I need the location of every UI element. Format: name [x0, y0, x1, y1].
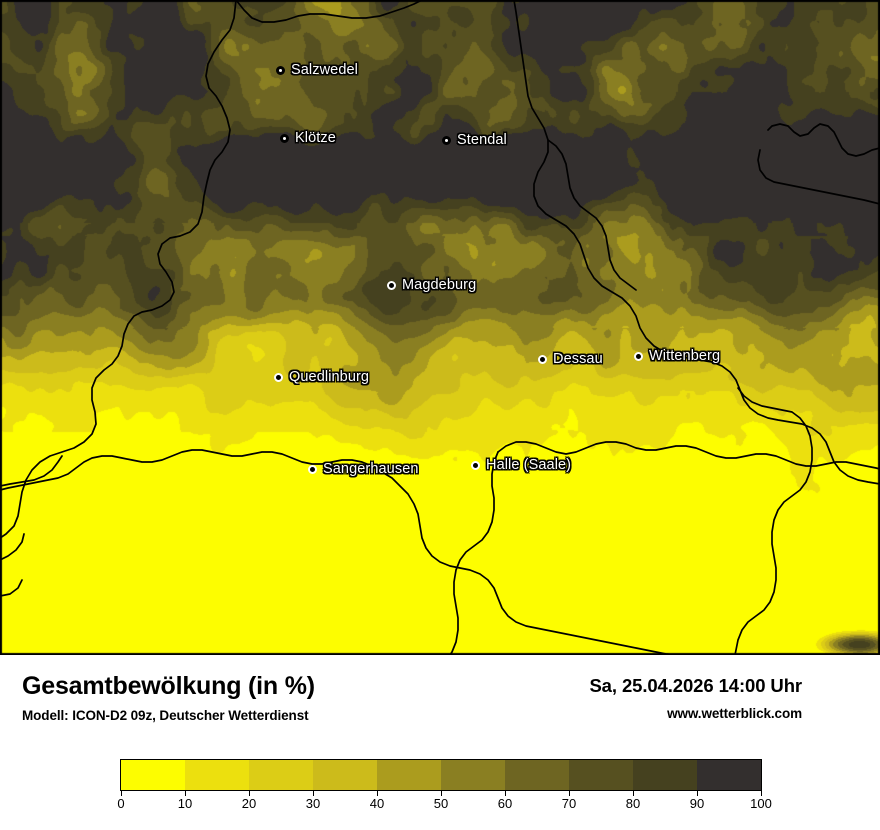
colorbar-tick-label: 80 — [625, 796, 641, 811]
colorbar-tick-label: 0 — [117, 796, 125, 811]
colorbar-bands — [120, 759, 762, 791]
model-subtitle: Modell: ICON-D2 09z, Deutscher Wetterdie… — [22, 707, 309, 723]
city-dot-icon — [276, 65, 285, 75]
city-label: Sangerhausen — [323, 461, 419, 477]
city-marker-magdeburg[interactable]: Magdeburg — [387, 277, 476, 293]
title-block: Gesamtbewölkung (in %) Modell: ICON-D2 0… — [22, 672, 315, 723]
colorbar-tick — [633, 791, 634, 796]
city-dot-icon — [471, 460, 480, 470]
city-marker-sangerhausen[interactable]: Sangerhausen — [308, 461, 419, 477]
date-block: Sa, 25.04.2026 14:00 Uhr www.wetterblick… — [589, 675, 802, 721]
administrative-borders — [0, 0, 880, 655]
colorbar-tick — [761, 791, 762, 796]
city-dot-icon — [387, 280, 396, 290]
city-marker-kl-tze[interactable]: Klötze — [280, 130, 336, 146]
colorbar-tick — [121, 791, 122, 796]
colorbar-tick — [313, 791, 314, 796]
colorbar: 0 10 20 30 40 50 60 70 80 90 100 — [117, 759, 772, 815]
colorbar-tick-label: 20 — [241, 796, 257, 811]
colorbar-tick — [377, 791, 378, 796]
city-marker-halle-saale[interactable]: Halle (Saale) — [471, 457, 571, 473]
cloud-cover-raster — [0, 0, 880, 655]
colorbar-band-10-20 — [185, 760, 249, 790]
colorbar-tick — [441, 791, 442, 796]
colorbar-tick-label: 60 — [497, 796, 513, 811]
colorbar-tick — [569, 791, 570, 796]
colorbar-band-30-40 — [313, 760, 377, 790]
site-url-label: www.wetterblick.com — [667, 706, 802, 721]
city-dot-icon — [538, 354, 547, 364]
colorbar-tick-label: 40 — [369, 796, 385, 811]
city-marker-stendal[interactable]: Stendal — [442, 132, 507, 148]
cloud-cover-map[interactable]: Salzwedel Klötze Stendal Magdeburg Quedlinbu… — [0, 0, 880, 655]
city-dot-icon — [280, 133, 289, 143]
city-dot-icon — [442, 135, 451, 145]
city-label: Salzwedel — [291, 62, 358, 78]
colorbar-band-50-60 — [441, 760, 505, 790]
city-dot-icon — [634, 351, 643, 361]
colorbar-axis: 0 10 20 30 40 50 60 70 80 90 100 — [117, 791, 772, 815]
city-marker-salzwedel[interactable]: Salzwedel — [276, 62, 358, 78]
city-label: Halle (Saale) — [486, 457, 572, 473]
colorbar-band-80-90 — [633, 760, 697, 790]
map-footer: Gesamtbewölkung (in %) Modell: ICON-D2 0… — [0, 655, 880, 830]
colorbar-tick — [185, 791, 186, 796]
colorbar-tick-label: 50 — [433, 796, 449, 811]
city-label: Magdeburg — [402, 277, 477, 293]
colorbar-band-70-80 — [569, 760, 633, 790]
colorbar-tick — [505, 791, 506, 796]
colorbar-tick-label: 100 — [750, 796, 772, 811]
colorbar-band-20-30 — [249, 760, 313, 790]
colorbar-tick-label: 30 — [305, 796, 321, 811]
colorbar-tick-label: 10 — [177, 796, 193, 811]
colorbar-band-0-10 — [121, 760, 185, 790]
city-marker-dessau[interactable]: Dessau — [538, 351, 603, 367]
city-label: Wittenberg — [649, 348, 721, 364]
city-marker-wittenberg[interactable]: Wittenberg — [634, 348, 720, 364]
city-labels-layer: Salzwedel Klötze Stendal Magdeburg Quedlinbu… — [274, 62, 720, 477]
colorbar-band-60-70 — [505, 760, 569, 790]
city-marker-quedlinburg[interactable]: Quedlinburg — [274, 369, 369, 385]
colorbar-tick — [697, 791, 698, 796]
city-label: Quedlinburg — [289, 369, 370, 385]
city-label: Stendal — [457, 132, 507, 148]
colorbar-tick-label: 70 — [561, 796, 577, 811]
page-title: Gesamtbewölkung (in %) — [22, 672, 315, 700]
colorbar-tick-label: 90 — [689, 796, 705, 811]
colorbar-band-90-100 — [697, 760, 761, 790]
valid-time-label: Sa, 25.04.2026 14:00 Uhr — [589, 675, 802, 696]
colorbar-tick — [249, 791, 250, 796]
city-label: Dessau — [553, 351, 603, 367]
colorbar-band-40-50 — [377, 760, 441, 790]
city-label: Klötze — [295, 130, 336, 146]
city-dot-icon — [308, 464, 317, 474]
city-dot-icon — [274, 372, 283, 382]
